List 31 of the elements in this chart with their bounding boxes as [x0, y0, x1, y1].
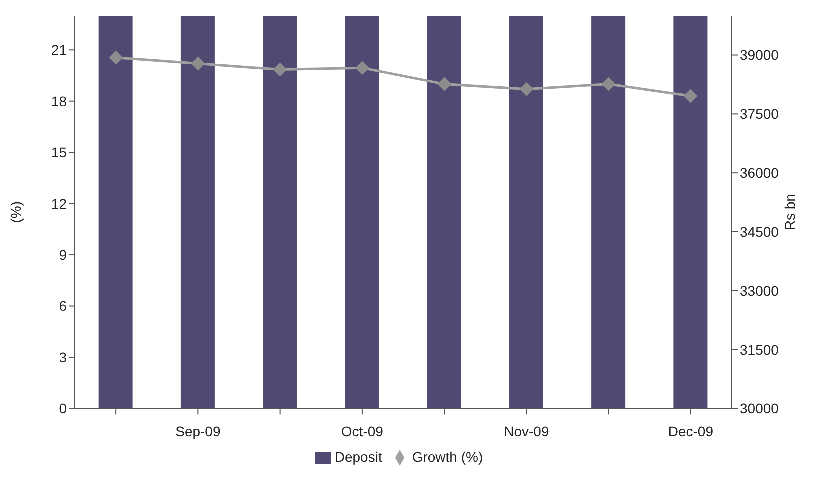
point — [684, 89, 698, 104]
point — [355, 61, 370, 76]
y2-tick-label: 36000 — [740, 165, 780, 182]
x-tick-label: Nov-09 — [504, 424, 550, 440]
y-tick-label: 18 — [51, 93, 68, 110]
point — [438, 77, 452, 92]
y-tick-label: 12 — [51, 196, 68, 212]
point — [273, 62, 288, 77]
point — [191, 56, 206, 71]
y-tick-label: 0 — [59, 400, 68, 417]
point — [520, 82, 534, 96]
legend-label: Growth (%) — [412, 448, 484, 465]
y-tick-label: 3 — [59, 349, 68, 366]
point — [109, 50, 124, 65]
x-tick-label: Oct-09 — [341, 424, 384, 440]
y2-tick-label: 37500 — [740, 106, 780, 122]
y-tick-label: 6 — [59, 298, 68, 314]
x-tick-label: Sep-09 — [176, 424, 221, 440]
point — [602, 77, 616, 92]
y2-tick-label: 31500 — [740, 342, 780, 358]
y2-tick-label: 30000 — [740, 400, 780, 417]
y-tick-label: 21 — [51, 42, 68, 58]
y2-tick-label: 39000 — [740, 47, 780, 64]
legend-label: Deposit — [334, 448, 382, 465]
y2-tick-label: 33000 — [740, 282, 780, 299]
x-tick-label: Dec-09 — [668, 424, 714, 440]
y-tick-label: 9 — [59, 247, 68, 264]
y-tick-label: 15 — [51, 144, 68, 161]
y2-tick-label: 34500 — [740, 224, 780, 240]
y-axis-title: (%) — [8, 201, 24, 224]
y2-axis-title: Rs bn — [782, 194, 798, 231]
